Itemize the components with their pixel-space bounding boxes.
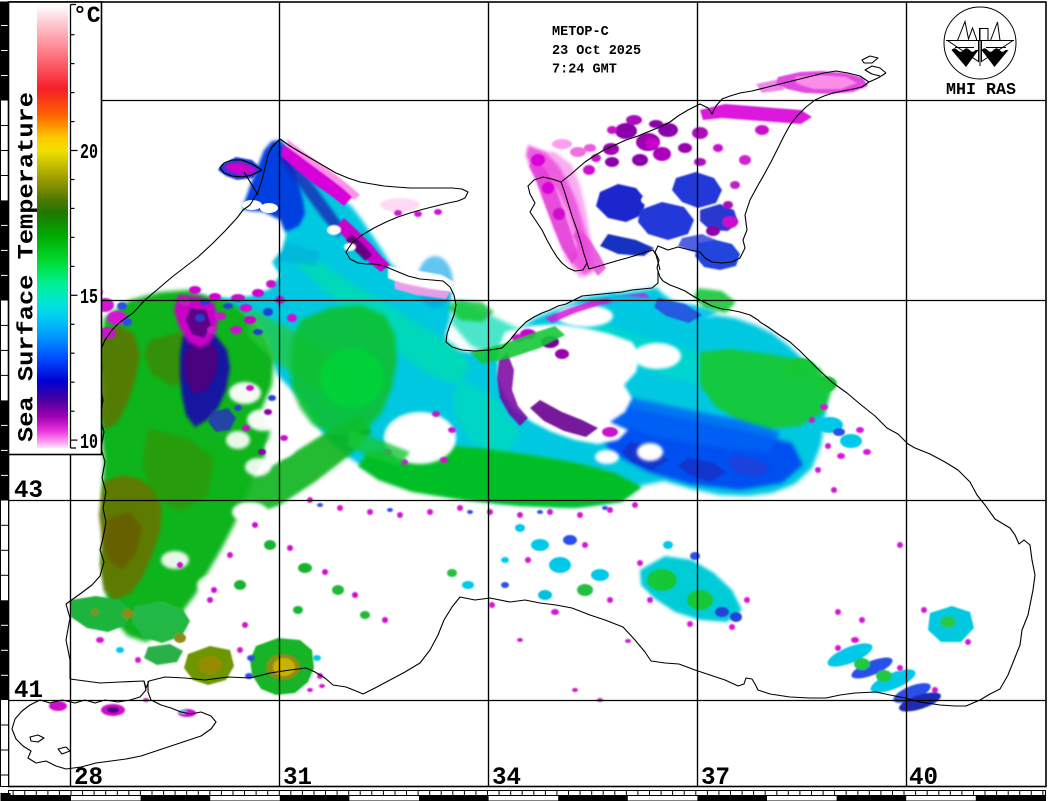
svg-text:°C: °C	[73, 3, 101, 29]
svg-text:34: 34	[492, 763, 521, 792]
svg-text:20: 20	[80, 142, 98, 165]
svg-text:28: 28	[74, 763, 103, 792]
svg-text:MHI RAS: MHI RAS	[946, 81, 1016, 100]
svg-text:37: 37	[701, 763, 730, 792]
svg-text:7:24 GMT: 7:24 GMT	[552, 63, 617, 78]
svg-text:40: 40	[909, 763, 938, 792]
svg-text:23 Oct 2025: 23 Oct 2025	[552, 44, 641, 59]
svg-text:Sea Surface Temperature: Sea Surface Temperature	[14, 92, 40, 442]
svg-text:15: 15	[80, 287, 98, 310]
svg-text:43: 43	[14, 476, 43, 505]
svg-text:31: 31	[283, 763, 312, 792]
svg-text:10: 10	[80, 432, 98, 455]
svg-text:41: 41	[14, 676, 43, 705]
svg-text:METOP-C: METOP-C	[552, 25, 609, 40]
